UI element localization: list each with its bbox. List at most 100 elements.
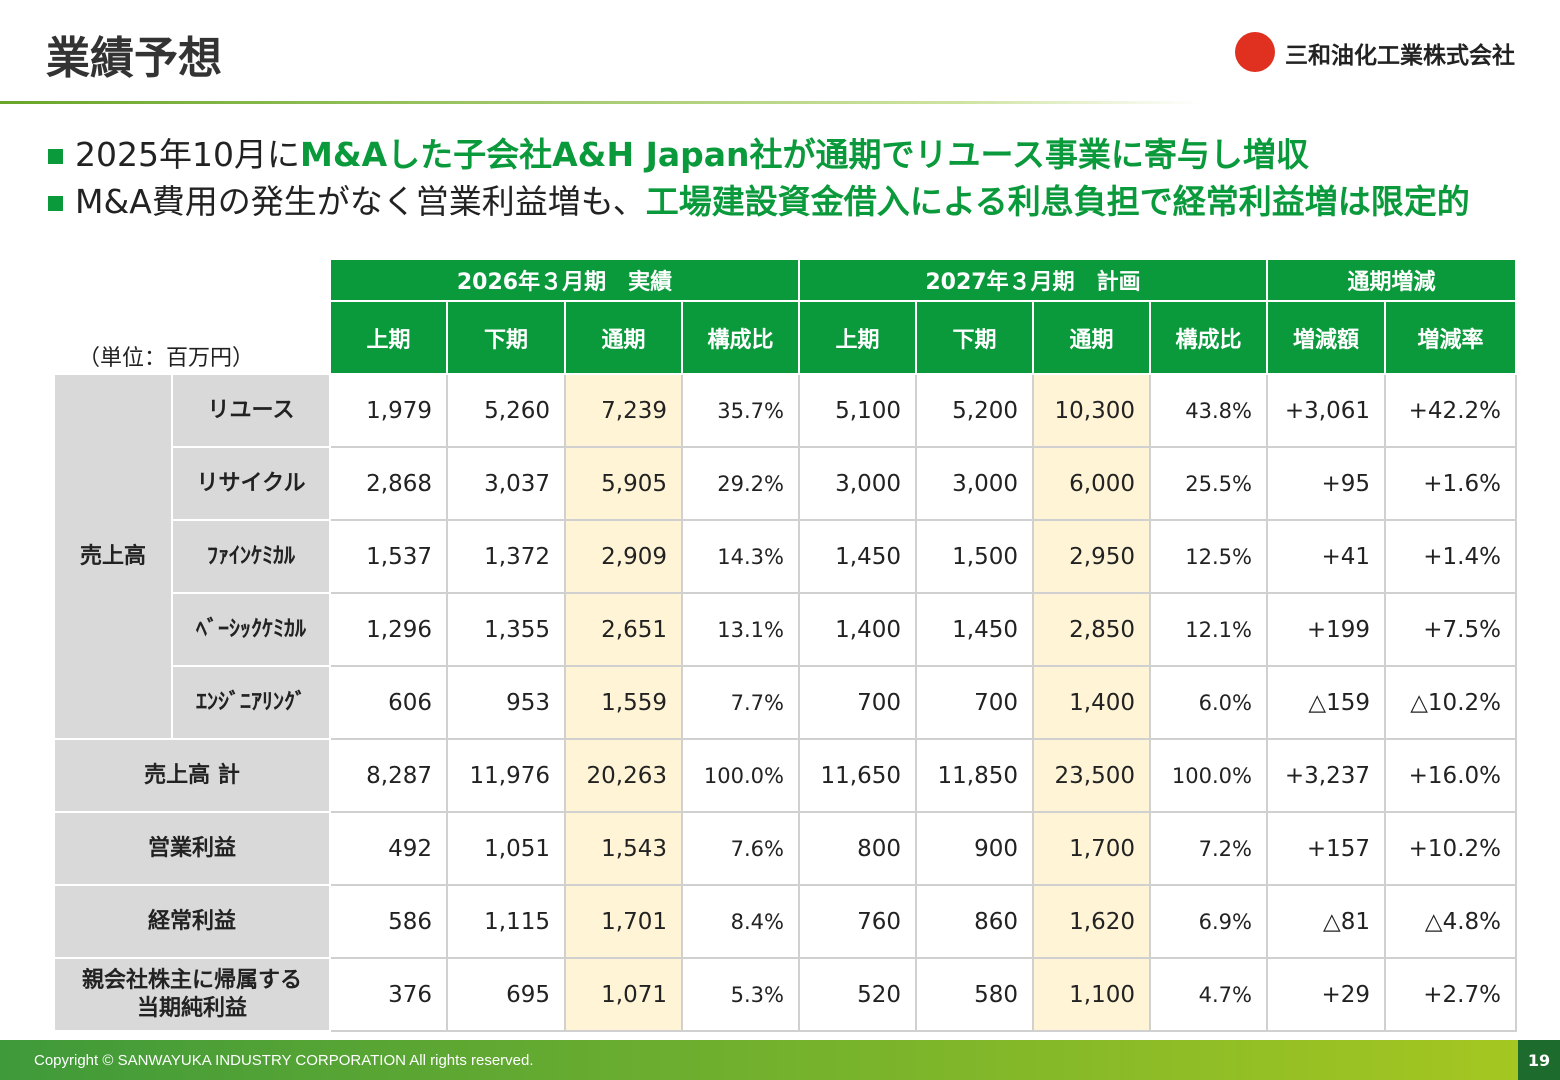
table-cell: 7.6% [683,813,800,886]
column-header: 上期 [331,302,448,375]
group-header: 通期増減 [1268,260,1517,302]
table-cell: +2.7% [1386,959,1517,1032]
table-cell: +199 [1268,594,1386,667]
table-cell: 7,239 [566,375,683,448]
column-header: 増減率 [1386,302,1517,375]
table-cell: 2,909 [566,521,683,594]
table-cell: 11,976 [448,740,566,813]
table-cell: 8.4% [683,886,800,959]
row-label: 親会社株主に帰属する 当期純利益 [55,959,331,1032]
table-cell: 1,071 [566,959,683,1032]
table-cell: 10,300 [1034,375,1151,448]
table-cell: 6.9% [1151,886,1268,959]
column-header: 構成比 [1151,302,1268,375]
bullet-highlight: 工場建設資金借入による利息負担で経常利益増は限定的 [645,182,1470,221]
table-cell: 43.8% [1151,375,1268,448]
table-cell: 1,700 [1034,813,1151,886]
row-label: 営業利益 [55,813,331,886]
table-cell: 3,000 [917,448,1034,521]
table-cell: 7.7% [683,667,800,740]
table-cell: 5,200 [917,375,1034,448]
table-cell: 860 [917,886,1034,959]
table-cell: +1.6% [1386,448,1517,521]
table-cell: 1,559 [566,667,683,740]
table-cell: 606 [331,667,448,740]
table-cell: 1,543 [566,813,683,886]
table-cell: 520 [800,959,917,1032]
table-cell: +10.2% [1386,813,1517,886]
table-cell: 492 [331,813,448,886]
table-cell: 1,355 [448,594,566,667]
table-cell: 6,000 [1034,448,1151,521]
bullet: 2025年10月にM&Aした子会社A&H Japan社が通期でリユース事業に寄与… [48,128,1309,176]
bullet-highlight: M&Aした子会社A&H Japan社が通期でリユース事業に寄与し増収 [299,135,1309,174]
bullet-marker [48,149,63,164]
table-cell: 760 [800,886,917,959]
table-cell: +41 [1268,521,1386,594]
footer-bar [0,1040,1560,1080]
table-cell: 3,037 [448,448,566,521]
column-header: 構成比 [683,302,800,375]
table-cell: 580 [917,959,1034,1032]
bullet: M&A費用の発生がなく営業利益増も、工場建設資金借入による利息負担で経常利益増は… [48,175,1470,223]
table-cell: +29 [1268,959,1386,1032]
column-header: 上期 [800,302,917,375]
table-cell: 11,650 [800,740,917,813]
table-cell: △4.8% [1386,886,1517,959]
table-cell: 2,651 [566,594,683,667]
row-label: ﾌｧｲﾝｹﾐｶﾙ [173,521,331,594]
row-label: リサイクル [173,448,331,521]
table-cell: 1,115 [448,886,566,959]
table-cell: 1,051 [448,813,566,886]
table-cell: 35.7% [683,375,800,448]
bullet-marker [48,196,63,211]
table-cell: 7.2% [1151,813,1268,886]
table-cell: 5.3% [683,959,800,1032]
column-header: 増減額 [1268,302,1386,375]
table-cell: 2,850 [1034,594,1151,667]
table-cell: 1,701 [566,886,683,959]
table-cell: 29.2% [683,448,800,521]
row-label: 売上高 計 [55,740,331,813]
table-cell: 1,450 [917,594,1034,667]
table-cell: 5,260 [448,375,566,448]
table-cell: 2,868 [331,448,448,521]
table-cell: +3,061 [1268,375,1386,448]
table-cell: 12.1% [1151,594,1268,667]
table-cell: 4.7% [1151,959,1268,1032]
table-cell: 3,000 [800,448,917,521]
table-cell: 1,979 [331,375,448,448]
table-cell: 700 [800,667,917,740]
copyright: Copyright © SANWAYUKA INDUSTRY CORPORATI… [34,1052,534,1069]
table-cell: 700 [917,667,1034,740]
section-label: 売上高 [55,375,173,740]
table-cell: +3,237 [1268,740,1386,813]
company-logo [1235,32,1275,72]
table-cell: 1,620 [1034,886,1151,959]
table-cell: 25.5% [1151,448,1268,521]
group-header: 2026年３月期 実績 [331,260,800,302]
table-cell: 11,850 [917,740,1034,813]
table-cell: 5,100 [800,375,917,448]
table-cell: △159 [1268,667,1386,740]
table-cell: 5,905 [566,448,683,521]
row-label: ﾍﾞｰｼｯｸｹﾐｶﾙ [173,594,331,667]
group-header: 2027年３月期 計画 [800,260,1268,302]
table-cell: +42.2% [1386,375,1517,448]
table-cell: +7.5% [1386,594,1517,667]
table-cell: △10.2% [1386,667,1517,740]
unit-label: （単位：百万円） [78,346,255,371]
bullet-text: 2025年10月に [75,135,300,174]
table-cell: 1,500 [917,521,1034,594]
column-header: 下期 [448,302,566,375]
table-cell: 100.0% [1151,740,1268,813]
table-cell: 100.0% [683,740,800,813]
table-cell: 900 [917,813,1034,886]
table-cell: 1,537 [331,521,448,594]
table-cell: 1,400 [1034,667,1151,740]
table-cell: +157 [1268,813,1386,886]
table-cell: 953 [448,667,566,740]
table-cell: 1,372 [448,521,566,594]
table-cell: 6.0% [1151,667,1268,740]
